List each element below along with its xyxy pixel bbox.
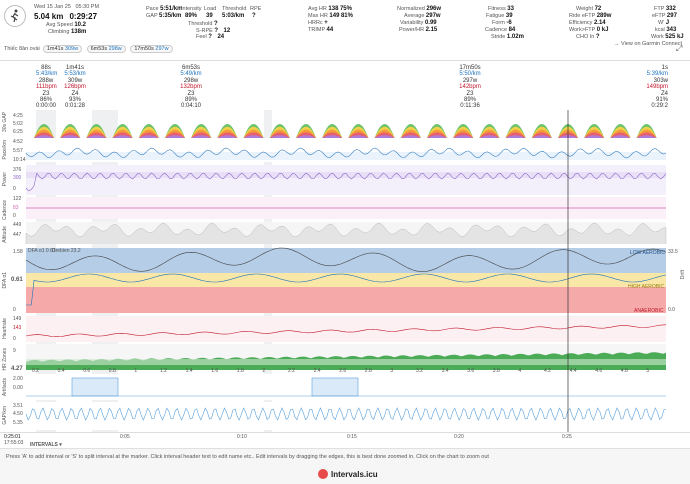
distance-tick: 3 — [390, 368, 394, 374]
footer: Press 'A' to add interval or 'S' to spli… — [0, 448, 690, 484]
garmin-link[interactable]: → View on Garmin Connect — [614, 41, 683, 47]
distance-duration: 5.04 km 0:29:27 — [34, 12, 98, 21]
gap-hump — [505, 135, 526, 138]
distance-tick: 0.2 — [32, 368, 39, 374]
distance-tick: 2.6 — [339, 368, 347, 374]
pace-axis-label: Pace/km — [2, 140, 8, 160]
gap-hump — [165, 135, 185, 138]
gap-hump — [217, 135, 238, 138]
distance-tick: 2.8 — [364, 368, 372, 374]
distance-tick: 0.6 — [83, 368, 91, 374]
distance-tick: 3.8 — [492, 368, 500, 374]
gap-hump — [322, 135, 343, 138]
gap-hump — [636, 135, 657, 138]
gap-hump — [427, 135, 447, 138]
distance-tick: 4.4 — [569, 368, 577, 374]
distance-tick: 4.8 — [620, 368, 628, 374]
altitude-axis-label: Altitude — [2, 226, 8, 243]
distance-tick: 4.2 — [544, 368, 551, 374]
pulse-icon — [318, 469, 328, 479]
chip-1[interactable]: 1m41s 309w — [42, 45, 83, 53]
expand-icon[interactable]: ⤢ — [676, 44, 683, 53]
gap-hump — [453, 135, 474, 138]
distance-tick: 0.4 — [57, 368, 65, 374]
date-time: Wed 15 Jan 25 05:30 PM — [34, 4, 100, 10]
interval-1[interactable]: 88s 5:43/km 288w 111bpm Z3 86% 0:00:00 — [36, 65, 58, 110]
gap-hump — [60, 135, 81, 138]
gap-hump — [610, 135, 631, 138]
power-axis-label: Power — [2, 172, 8, 187]
chip-3[interactable]: 17m50s 297w — [130, 45, 173, 53]
activity-charts[interactable] — [0, 110, 690, 432]
gap-hump — [374, 135, 395, 138]
gap-hump — [86, 135, 107, 138]
help-text: Press 'A' to add interval or 'S' to spli… — [6, 454, 489, 460]
gap-hump — [400, 135, 421, 138]
interval-5[interactable]: 1s 5:39/km 303w 149bpm Z4 91% 0:29:2 — [646, 65, 668, 110]
dfa-axis-label: DFA α1 — [2, 272, 8, 289]
distance-axis: 0.2 0.4 0.6 0.8 1 1.2 1.4 1.6 1.8 2 2.2 2.4 2.6 2.8 3 3… — [26, 368, 666, 376]
chip-2[interactable]: 6m53s 298w — [86, 45, 126, 53]
intervals-button[interactable]: INTERVALS ▾ — [30, 442, 62, 448]
distance-tick: 3.4 — [441, 368, 449, 374]
distance-tick: 4.6 — [595, 368, 603, 374]
interval-3[interactable]: 6m53s 5:49/km 298w 132bpm Z3 89% 0:04:10 — [180, 65, 202, 110]
distance-tick: 1.4 — [185, 368, 193, 374]
distance-tick: 1.2 — [160, 368, 167, 374]
gap-hump — [34, 135, 54, 138]
distance-tick: 0.8 — [108, 368, 116, 374]
gap-hump — [479, 135, 500, 138]
distance-tick: 1.8 — [236, 368, 244, 374]
gap-axis-label: 30s GAP — [2, 112, 8, 133]
gap-hump — [191, 135, 212, 138]
distance-tick: 1.6 — [211, 368, 219, 374]
distance-tick: 3.2 — [416, 368, 423, 374]
brand-logo[interactable]: Intervals.icu — [318, 469, 378, 479]
gap-hump — [269, 135, 290, 138]
distance-tick: 5 — [646, 368, 650, 374]
timeline[interactable]: 0:25:01 17:55:03 0:05 0:10 0:15 0:20 0:2… — [0, 432, 690, 448]
gap-hr-axis-label: GAP/km — [2, 406, 8, 425]
gap-hump — [138, 135, 159, 138]
gap-hump — [531, 135, 552, 138]
distance-tick: 2 — [262, 368, 266, 374]
running-icon — [4, 5, 26, 27]
artifacts-axis-label: Artifacts — [2, 378, 8, 397]
gap-hump — [296, 135, 316, 138]
distance-tick: 2.2 — [288, 368, 295, 374]
gap-hump — [112, 135, 133, 138]
interval-chips: Thiếc 8ản ovài 1m41s 309w 6m53s 298w 17m… — [4, 45, 176, 53]
cadence-axis-label: Cadence — [2, 200, 8, 221]
interval-4[interactable]: 17m50s 5:50/km 297w 142bpm Z3 89% 0:11:36 — [459, 65, 481, 110]
activity-header: Wed 15 Jan 25 05:30 PM 5.04 km 0:29:27 A… — [0, 0, 690, 58]
distance-tick: 2.4 — [313, 368, 321, 374]
hr-zones-axis-label: HR Zones — [2, 348, 8, 371]
gap-hump — [243, 135, 264, 138]
distance-tick: 3.6 — [467, 368, 475, 374]
interval-2[interactable]: 1m41s 5:53/km 309w 126bpm Z4 93% 0:01:28 — [64, 65, 86, 110]
heartrate-axis-label: Heartrate — [2, 318, 8, 339]
distance-tick: 1 — [134, 368, 138, 374]
gap-hump — [584, 135, 605, 138]
distance-tick: 4 — [518, 368, 522, 374]
interval-headers: 88s 5:43/km 288w 111bpm Z3 86% 0:00:00 1m41s 5:… — [0, 60, 690, 110]
gap-hump — [348, 135, 369, 138]
